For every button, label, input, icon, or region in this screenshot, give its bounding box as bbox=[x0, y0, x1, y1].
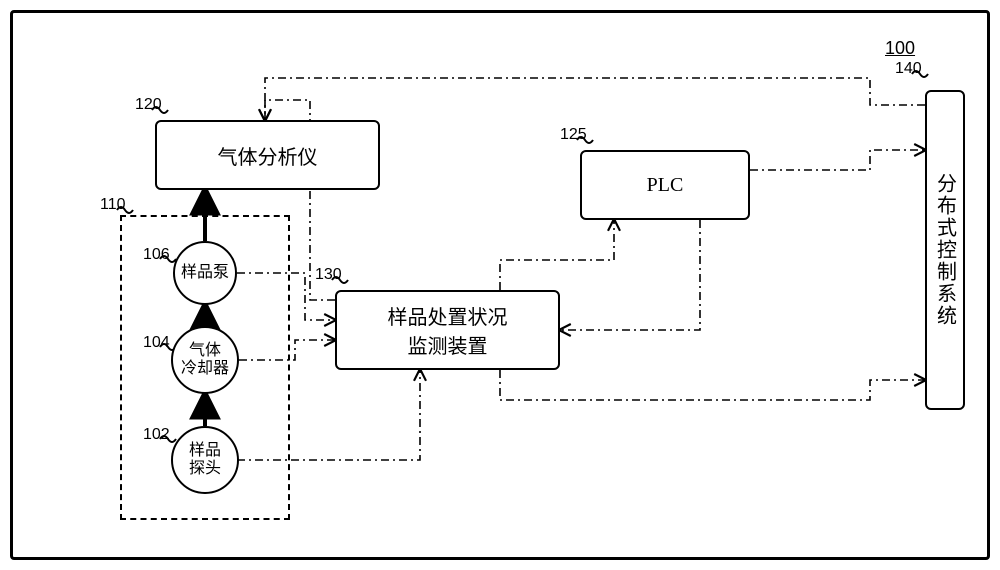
dcs-ref-label: 140 bbox=[895, 60, 922, 78]
monitor-label-1: 样品处置状况 bbox=[388, 301, 508, 330]
analyzer-ref-label: 120 bbox=[135, 96, 162, 114]
plc-ref-label: 125 bbox=[560, 126, 587, 144]
cooler-ref-label: 104 bbox=[143, 334, 170, 352]
gas-analyzer-label: 气体分析仪 bbox=[218, 141, 318, 170]
sample-probe-label-1: 样品 bbox=[189, 442, 221, 460]
gas-cooler-label-2: 冷却器 bbox=[181, 360, 229, 378]
pump-ref-label: 106 bbox=[143, 246, 170, 264]
probe-ref-label: 102 bbox=[143, 426, 170, 444]
dcs-label: 分布式控制系统 bbox=[931, 173, 960, 327]
sample-probe-label-2: 探头 bbox=[189, 460, 221, 478]
signal-arrow bbox=[560, 220, 700, 330]
gas-cooler-label-1: 气体 bbox=[181, 342, 229, 360]
sample-pump-label: 样品泵 bbox=[181, 264, 229, 282]
signal-arrow bbox=[265, 78, 925, 120]
dcs-box: 分布式控制系统 bbox=[925, 90, 965, 410]
sample-probe-node: 样品 探头 bbox=[171, 426, 239, 494]
system-ref-label: 100 bbox=[885, 38, 915, 59]
signal-arrow bbox=[500, 370, 925, 400]
monitor-label-2: 监测装置 bbox=[388, 330, 508, 359]
signal-arrow bbox=[500, 220, 614, 290]
group-ref-label: 110 bbox=[100, 196, 126, 214]
monitor-ref-label: 130 bbox=[315, 266, 342, 284]
plc-box: PLC bbox=[580, 150, 750, 220]
gas-analyzer-box: 气体分析仪 bbox=[155, 120, 380, 190]
gas-cooler-node: 气体 冷却器 bbox=[171, 326, 239, 394]
sample-pump-node: 样品泵 bbox=[173, 241, 237, 305]
signal-arrow bbox=[750, 150, 925, 170]
monitor-box: 样品处置状况 监测装置 bbox=[335, 290, 560, 370]
plc-label: PLC bbox=[647, 174, 684, 197]
